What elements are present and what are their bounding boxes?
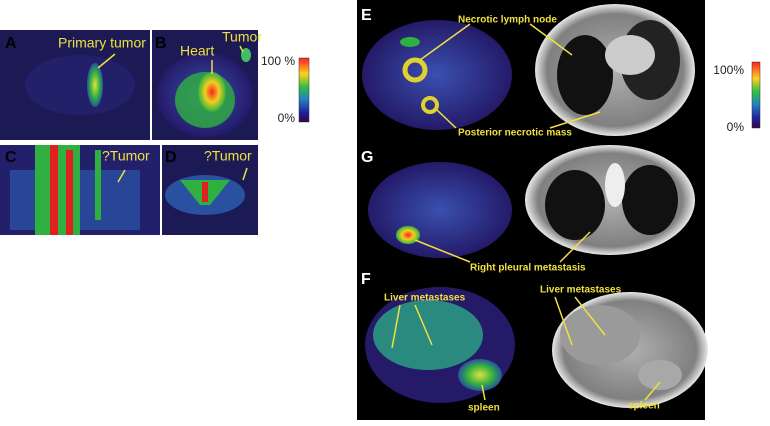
colorbar: 100 % 0% <box>261 54 310 125</box>
arrow <box>554 296 573 346</box>
arrow <box>391 304 401 349</box>
colorbar-scale <box>751 61 761 129</box>
pet-body <box>368 162 512 258</box>
lung <box>545 170 605 240</box>
annotation: ?Tumor <box>204 148 252 164</box>
panel-letter: G <box>361 149 373 166</box>
arrow <box>414 239 471 263</box>
arrow <box>117 169 126 183</box>
spleen <box>638 360 682 390</box>
arrow <box>644 381 661 401</box>
colorbar-label: 100% <box>713 63 744 77</box>
annotation: Right pleural metastasis <box>470 263 586 274</box>
panel-b: B Heart Tumor <box>152 29 262 140</box>
arrow <box>549 111 601 129</box>
pet-uptake <box>400 37 420 47</box>
panel-a: A Primary tumor <box>0 30 150 140</box>
spine-uptake <box>66 150 73 235</box>
vessel <box>605 163 625 207</box>
annotation: Heart <box>180 43 214 59</box>
panel-letter: C <box>5 149 17 166</box>
arrow <box>559 231 591 263</box>
arrow <box>242 167 248 181</box>
pet-uptake <box>95 150 101 220</box>
annotation: Liver metastases <box>384 293 466 304</box>
arrow <box>97 53 116 69</box>
panel-letter: D <box>165 149 177 166</box>
panel-d: D ?Tumor <box>162 145 258 235</box>
lung <box>622 165 678 235</box>
arrow <box>481 384 486 401</box>
annotation: Primary tumor <box>58 35 146 51</box>
colorbar: 100% 0% <box>713 61 761 134</box>
pet-body <box>362 20 512 130</box>
panel-c: C ?Tumor <box>0 145 160 235</box>
heart-uptake <box>198 72 226 112</box>
colorbar-label: 0% <box>278 111 296 125</box>
arrow <box>436 109 457 129</box>
lymph-node-uptake <box>402 57 428 83</box>
panel-letter: F <box>361 271 371 288</box>
panel-letter: E <box>361 7 372 24</box>
mass-uptake <box>421 96 439 114</box>
spine-uptake <box>202 182 208 202</box>
panel-letter: B <box>155 35 167 52</box>
spleen-uptake <box>458 359 502 391</box>
heart <box>605 35 655 75</box>
spine-uptake <box>50 145 58 235</box>
annotation: ?Tumor <box>102 148 150 164</box>
colorbar-label: 0% <box>727 120 745 134</box>
annotation: Tumor <box>222 29 262 45</box>
arrow <box>529 23 573 56</box>
annotation: spleen <box>468 403 500 414</box>
panel-letter: A <box>5 35 17 52</box>
annotation: spleen <box>628 401 660 412</box>
tumor-uptake <box>87 63 103 107</box>
annotation: Necrotic lymph node <box>458 15 557 26</box>
annotation: Posterior necrotic mass <box>458 128 572 139</box>
lung <box>557 35 613 115</box>
pet-body <box>25 55 135 115</box>
arrow <box>239 45 244 53</box>
panel-e: E Necrotic lymph node Posterior necrotic… <box>361 4 695 139</box>
colorbar-label: 100 % <box>261 54 295 68</box>
metastasis-uptake <box>396 226 420 244</box>
arrow <box>574 296 606 336</box>
arrow <box>414 304 433 346</box>
annotation: Liver metastases <box>540 285 622 296</box>
liver <box>560 305 640 365</box>
panel-g: G Right pleural metastasis <box>361 145 695 274</box>
colorbar-scale <box>298 57 310 123</box>
panel-f: F Liver metastases Liver metastases sple… <box>361 271 708 414</box>
arrow <box>419 23 471 61</box>
